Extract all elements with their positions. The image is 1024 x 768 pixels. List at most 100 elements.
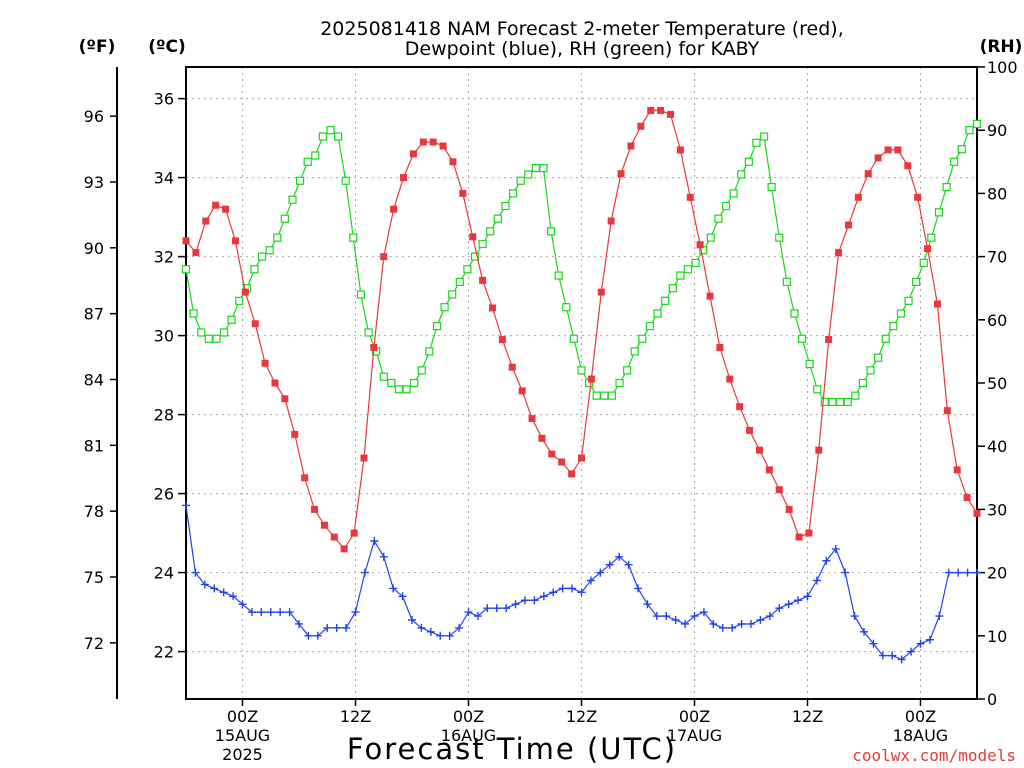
temperature-point	[805, 529, 813, 537]
rh-point	[645, 322, 655, 331]
f-tick-label: 87	[84, 305, 104, 324]
rh-tick-label: 20	[987, 564, 1007, 583]
c-tick-label: 32	[154, 248, 174, 267]
dewpoint-point	[549, 588, 558, 597]
f-tick-label: 81	[84, 436, 104, 455]
dewpoint-point	[784, 600, 793, 609]
rh-point	[866, 366, 875, 375]
rh-point	[782, 277, 791, 286]
rh-point	[303, 157, 312, 166]
rh-point	[250, 265, 259, 274]
temperature-point	[627, 142, 635, 150]
rh-point	[661, 296, 670, 305]
dewpoint-point	[916, 639, 925, 648]
temperature-point	[380, 253, 388, 261]
temperature-point	[192, 249, 200, 257]
dewpoint-point	[737, 619, 746, 628]
temperature-point	[755, 446, 763, 454]
axes	[110, 66, 985, 706]
f-tick-label: 93	[84, 173, 104, 192]
temperature-point	[409, 150, 417, 158]
x-axis-title: Forecast Time (UTC)	[347, 732, 677, 766]
rh-point	[227, 315, 236, 324]
dewpoint-point	[257, 608, 266, 617]
temperature-point	[963, 494, 971, 502]
rh-point	[463, 265, 472, 274]
rh-point	[767, 182, 776, 192]
rh-point	[455, 277, 464, 286]
temperature-point	[943, 407, 951, 415]
dewpoint-point	[351, 608, 360, 617]
dewpoint-point	[191, 568, 200, 577]
temperature-point	[469, 233, 477, 241]
rh-point	[721, 201, 731, 211]
rh-point	[934, 208, 944, 217]
rh-point	[448, 290, 457, 299]
rh-point	[539, 164, 548, 173]
dewpoint-point	[944, 568, 953, 577]
rh-series	[181, 119, 982, 407]
rh-point	[501, 201, 510, 211]
temperature-point	[617, 170, 625, 178]
rh-point	[919, 258, 928, 268]
temperature-point	[202, 217, 210, 225]
rh-point	[805, 359, 814, 369]
x-tick-label: 12Z	[792, 707, 823, 726]
rh-point	[714, 214, 723, 223]
temperature-point	[320, 521, 328, 529]
x-tick-label: 00Z	[453, 707, 484, 726]
rh-point	[219, 328, 229, 337]
temperature-point	[825, 336, 833, 344]
temperature-point	[953, 466, 961, 474]
c-tick-label: 22	[154, 643, 174, 662]
rh-point	[638, 334, 647, 343]
dewpoint-point	[511, 600, 520, 609]
dewpoint-point	[342, 623, 351, 632]
dewpoint-point	[888, 651, 897, 660]
temperature-point	[785, 505, 793, 513]
dewpoint-point	[747, 619, 755, 628]
dewpoint-point	[897, 655, 906, 664]
rh-point	[212, 334, 221, 343]
rh-unit-label: (RH)	[980, 37, 1023, 57]
x-tick-label: 00Z	[679, 707, 710, 726]
rh-point	[394, 385, 404, 394]
temperature-point	[706, 292, 714, 300]
rh-point	[524, 170, 533, 179]
temperature-point	[498, 336, 506, 344]
x-tick-label: 12Z	[340, 707, 371, 726]
rh-point	[752, 138, 761, 147]
temperature-point	[795, 533, 803, 541]
rh-point	[417, 366, 426, 375]
temperature-point	[528, 415, 536, 423]
watermark: coolwx.com/models	[852, 746, 1016, 765]
rh-point	[356, 290, 366, 299]
temperature-point	[281, 395, 289, 403]
dewpoint-point	[756, 616, 765, 624]
temperature-point	[449, 158, 457, 166]
f-tick-label: 96	[84, 107, 104, 126]
temperature-point	[261, 359, 269, 367]
dewpoint-point	[681, 619, 690, 628]
rh-tick-label: 90	[987, 121, 1007, 140]
dewpoint-point	[304, 631, 313, 640]
rh-point	[189, 309, 198, 318]
temperature-point	[231, 237, 239, 245]
temperature-point	[558, 458, 566, 466]
rh-point	[668, 284, 677, 293]
dewpoint-point	[200, 580, 209, 589]
temperature-point	[874, 154, 882, 162]
x-year-label: 2025	[222, 745, 263, 764]
dewpoint-point	[841, 568, 850, 577]
rh-point	[562, 303, 571, 312]
dewpoint-point	[699, 608, 708, 617]
temperature-point	[429, 138, 437, 146]
temperature-point	[459, 189, 467, 197]
temperature-point	[815, 446, 823, 454]
temperature-point	[775, 486, 783, 494]
rh-tick-label: 50	[987, 374, 1007, 393]
rh-point	[554, 271, 563, 280]
dewpoint-point	[831, 544, 840, 553]
temperature-point	[479, 276, 487, 284]
temperature-point	[340, 545, 348, 553]
